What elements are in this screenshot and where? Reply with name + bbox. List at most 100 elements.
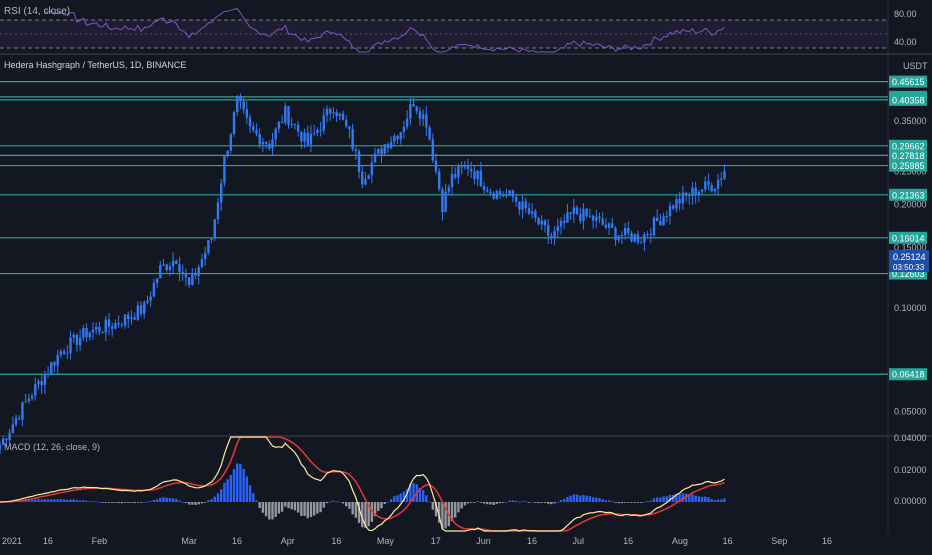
macd-hist-bar bbox=[386, 501, 390, 503]
candle-body bbox=[11, 424, 15, 433]
time-tick-Apr: Apr bbox=[281, 536, 295, 546]
candle-body bbox=[630, 233, 633, 242]
macd-hist-bar bbox=[498, 502, 502, 504]
macd-hist-bar bbox=[486, 502, 489, 505]
candle-body bbox=[537, 217, 540, 225]
candle-body bbox=[543, 220, 547, 226]
candle-body bbox=[111, 326, 114, 329]
candle-body bbox=[18, 418, 21, 420]
candle-body bbox=[280, 121, 284, 123]
candle-body bbox=[261, 142, 265, 145]
candle-body bbox=[59, 351, 63, 355]
candle-body bbox=[178, 264, 181, 273]
candle-body bbox=[646, 234, 649, 236]
candle-body bbox=[454, 173, 457, 178]
macd-hist-bar bbox=[450, 502, 454, 522]
price-tick-0.10000: 0.10000 bbox=[894, 303, 927, 313]
candle-body bbox=[133, 317, 136, 320]
macd-hist-bar bbox=[94, 501, 98, 503]
time-tick-16: 16 bbox=[43, 536, 53, 546]
macd-hist-bar bbox=[27, 499, 31, 502]
macd-hist-bar bbox=[312, 502, 316, 516]
macd-panel[interactable]: MACD (12, 26, close, 9) 0.04000 0.02000 … bbox=[0, 433, 927, 532]
macd-hist-bar bbox=[566, 496, 569, 502]
candle-body bbox=[518, 201, 521, 210]
macd-hist-bar bbox=[322, 502, 325, 508]
candle-body bbox=[268, 143, 271, 149]
price-panel[interactable]: Hedera Hashgraph / TetherUS, 1D, BINANCE… bbox=[0, 60, 929, 455]
macd-hist-bar bbox=[633, 502, 636, 503]
candle-body bbox=[585, 208, 588, 217]
time-tick-16: 16 bbox=[232, 536, 242, 546]
candle-body bbox=[598, 216, 601, 219]
candle-body bbox=[377, 148, 380, 154]
macd-hist-bar bbox=[421, 490, 425, 502]
macd-hist-bar bbox=[489, 502, 492, 505]
candle-body bbox=[30, 395, 34, 399]
candle-body bbox=[296, 124, 300, 132]
countdown: 03:50:33 bbox=[893, 263, 925, 272]
macd-hist-bar bbox=[601, 499, 604, 502]
level-label-bg-0.25985 bbox=[889, 159, 927, 172]
time-tick-Mar: Mar bbox=[181, 536, 197, 546]
macd-hist-bar bbox=[405, 488, 409, 502]
macd-hist-bar bbox=[444, 502, 447, 529]
macd-hist-bar bbox=[546, 502, 550, 504]
candle-body bbox=[707, 181, 710, 185]
macd-hist-bar bbox=[694, 495, 697, 502]
level-label-0.12603: 0.12603 bbox=[892, 269, 925, 279]
candle-body bbox=[668, 205, 672, 217]
candle-body bbox=[678, 199, 681, 204]
macd-hist-bar bbox=[328, 501, 332, 503]
macd-hist-bar bbox=[550, 502, 553, 505]
candle-body bbox=[345, 119, 348, 127]
candle-body bbox=[219, 183, 223, 203]
time-axis[interactable]: 2021 16 Feb Mar 16 Apr 16 May 17 Jun 16 Jul 16 Aug 16 S… bbox=[2, 536, 832, 546]
candle-body bbox=[566, 212, 569, 223]
level-label-bg-0.27818 bbox=[889, 149, 927, 162]
macd-hist-bar bbox=[627, 502, 630, 503]
level-label-0.25985: 0.25985 bbox=[892, 161, 925, 171]
last-price-value: 0.25124 bbox=[893, 252, 926, 262]
last-price-bg bbox=[889, 250, 929, 272]
macd-hist-bar bbox=[91, 501, 95, 503]
candle-body bbox=[447, 187, 451, 192]
macd-hist-bar bbox=[59, 499, 63, 502]
macd-hist-bar bbox=[203, 502, 207, 503]
candle-body bbox=[450, 173, 454, 188]
rsi-panel[interactable]: RSI (14, close) 80.00 40.00 bbox=[0, 6, 917, 53]
macd-hist-bar bbox=[655, 497, 659, 502]
candle-body bbox=[582, 208, 585, 222]
macd-hist-bar bbox=[412, 482, 415, 502]
macd-hist-bar bbox=[399, 493, 402, 502]
macd-hist-bar bbox=[219, 489, 223, 502]
symbol-title: Hedera Hashgraph / TetherUS, 1D, BINANCE bbox=[4, 60, 186, 70]
macd-hist-bar bbox=[111, 502, 114, 503]
macd-hist-bar bbox=[181, 501, 184, 503]
candle-body bbox=[463, 165, 467, 168]
macd-hist-bar bbox=[688, 494, 691, 502]
candle-body bbox=[665, 216, 669, 218]
macd-hist-bar bbox=[194, 502, 197, 505]
macd-hist-bar bbox=[473, 502, 476, 503]
price-tick-0.15000: 0.15000 bbox=[894, 243, 927, 253]
candle-body bbox=[691, 187, 694, 197]
macd-tick-0.04: 0.04000 bbox=[894, 433, 927, 443]
macd-hist-bar bbox=[595, 497, 598, 502]
candle-body bbox=[226, 150, 229, 157]
candle-body bbox=[120, 324, 124, 326]
macd-hist-bar bbox=[171, 498, 175, 502]
macd-hist-bar bbox=[46, 499, 50, 502]
macd-hist-bar bbox=[117, 502, 120, 504]
macd-hist-bar bbox=[98, 501, 101, 503]
candle-body bbox=[277, 121, 281, 129]
macd-hist-bar bbox=[191, 502, 194, 505]
macd-hist-bar bbox=[591, 497, 595, 502]
candle-body bbox=[588, 215, 592, 217]
candle-body bbox=[187, 277, 191, 286]
macd-hist-bar bbox=[303, 502, 306, 516]
macd-hist-bar bbox=[280, 502, 284, 512]
candle-body bbox=[530, 211, 534, 214]
